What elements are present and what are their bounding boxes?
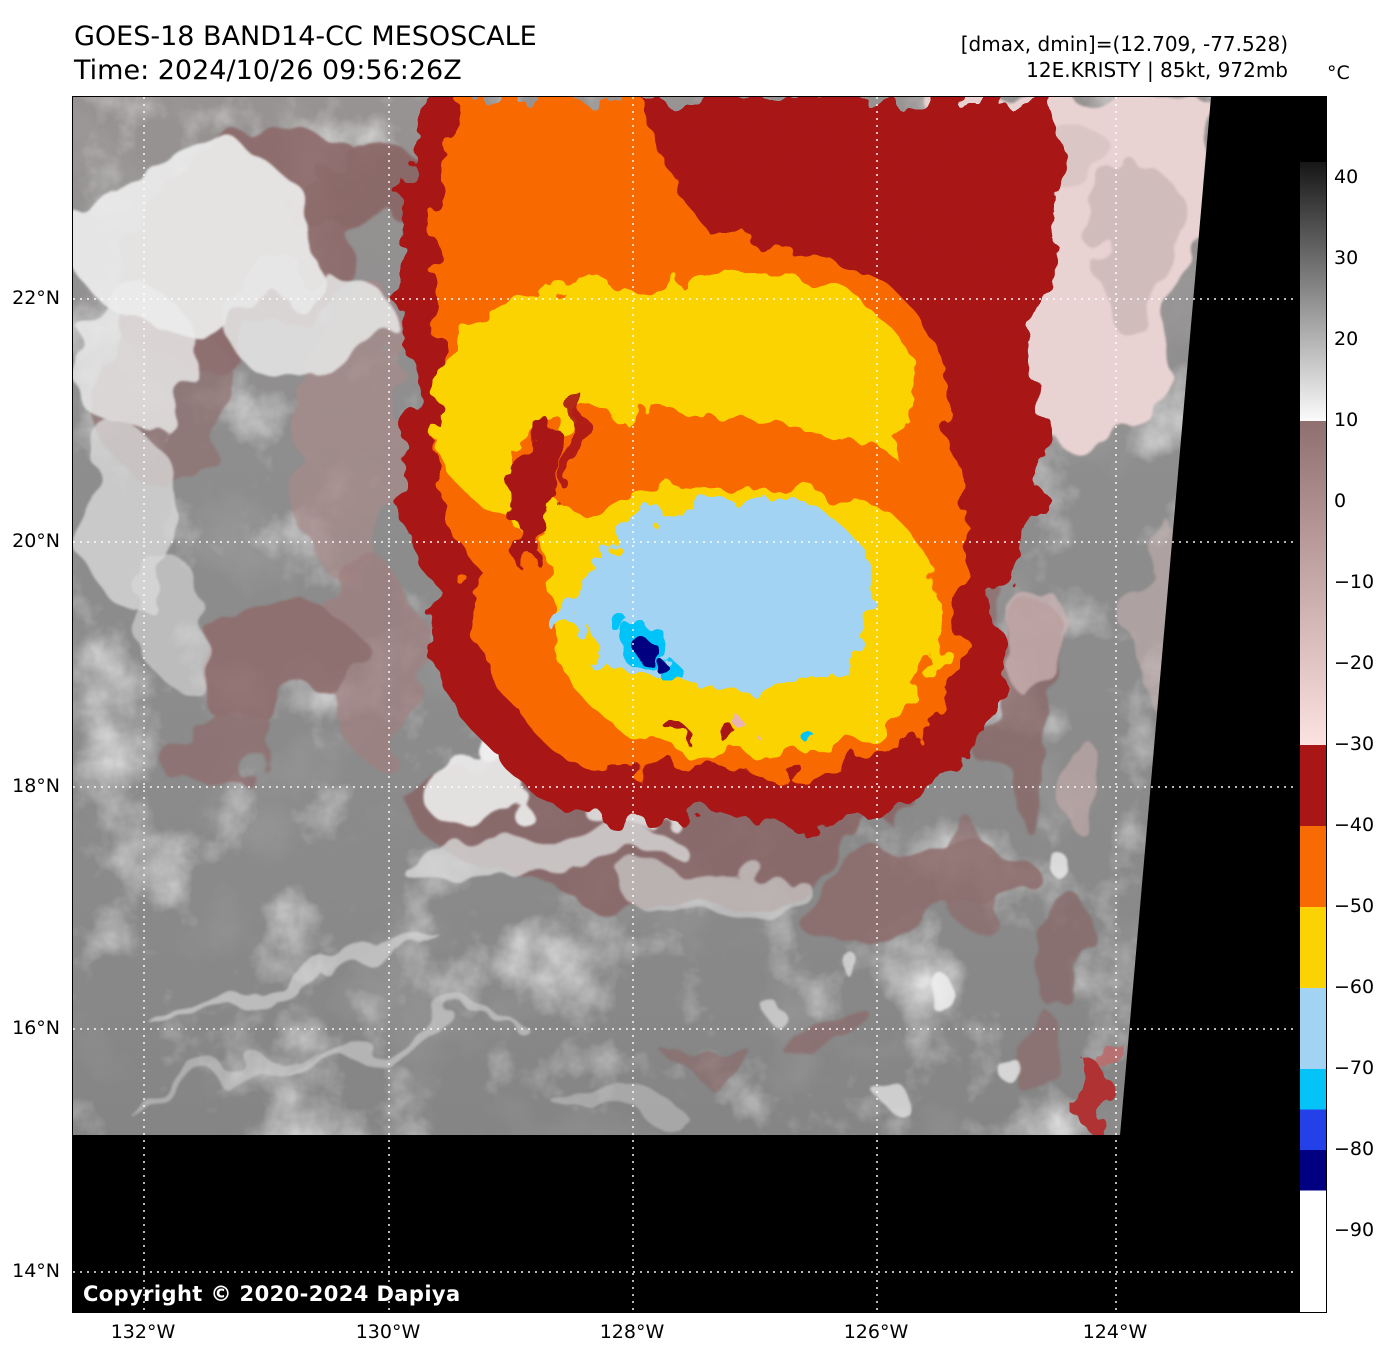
colorbar-tick: 20: [1334, 328, 1359, 350]
pixel-grain: [73, 97, 1298, 1312]
colorbar-tick: 10: [1334, 409, 1359, 431]
lat-label-16n: 16°N: [12, 1017, 60, 1039]
lon-label-124w: 124°W: [1082, 1321, 1148, 1343]
colorbar-tick: −80: [1334, 1138, 1375, 1160]
colorbar-tick: −20: [1334, 652, 1375, 674]
lat-label-20n: 20°N: [12, 530, 60, 552]
colorbar-tick: −40: [1334, 814, 1375, 836]
colorbar-gradient: [1299, 96, 1327, 1313]
scan-edge-right-wedge: [1119, 97, 1298, 1147]
figure-timestamp: Time: 2024/10/26 09:56:26Z: [74, 55, 462, 86]
colorbar-tick: −30: [1334, 733, 1375, 755]
colorbar-tick: 30: [1334, 247, 1359, 269]
graticule: [73, 97, 1298, 1312]
storm-info: 12E.KRISTY | 85kt, 972mb: [1026, 58, 1288, 82]
colorbar-tick: −70: [1334, 1057, 1375, 1079]
lat-label-14n: 14°N: [12, 1260, 60, 1282]
satellite-image: [73, 97, 1298, 1312]
colorbar-tick: −90: [1334, 1219, 1375, 1241]
map-panel: Copyright © 2020-2024 Dapiya: [72, 96, 1299, 1313]
colorbar-tick: −10: [1334, 571, 1375, 593]
latitude-axis: 22°N 20°N 18°N 16°N 14°N: [0, 0, 66, 1359]
scan-edge-black: [73, 97, 1298, 1312]
colorbar-tick: −60: [1334, 976, 1375, 998]
colorbar-tick: 0: [1334, 490, 1347, 512]
lon-label-128w: 128°W: [599, 1321, 665, 1343]
colorbar-tick: −50: [1334, 895, 1375, 917]
dmax-dmin-readout: [dmax, dmin]=(12.709, -77.528): [960, 32, 1288, 56]
lat-label-22n: 22°N: [12, 287, 60, 309]
lon-label-132w: 132°W: [110, 1321, 176, 1343]
scan-edge-bottom-band: [73, 1135, 1298, 1312]
lat-label-18n: 18°N: [12, 775, 60, 797]
figure-title: GOES-18 BAND14-CC MESOSCALE: [74, 21, 537, 52]
lon-label-126w: 126°W: [843, 1321, 909, 1343]
copyright-watermark: Copyright © 2020-2024 Dapiya: [83, 1282, 461, 1306]
lon-label-130w: 130°W: [355, 1321, 421, 1343]
colorbar-tick-labels: 40 30 20 10 0 −10 −20 −30 −40 −50 −60 −7…: [1334, 96, 1390, 1311]
colorbar-tick: 40: [1334, 166, 1359, 188]
colorbar-unit: °C: [1327, 62, 1350, 84]
